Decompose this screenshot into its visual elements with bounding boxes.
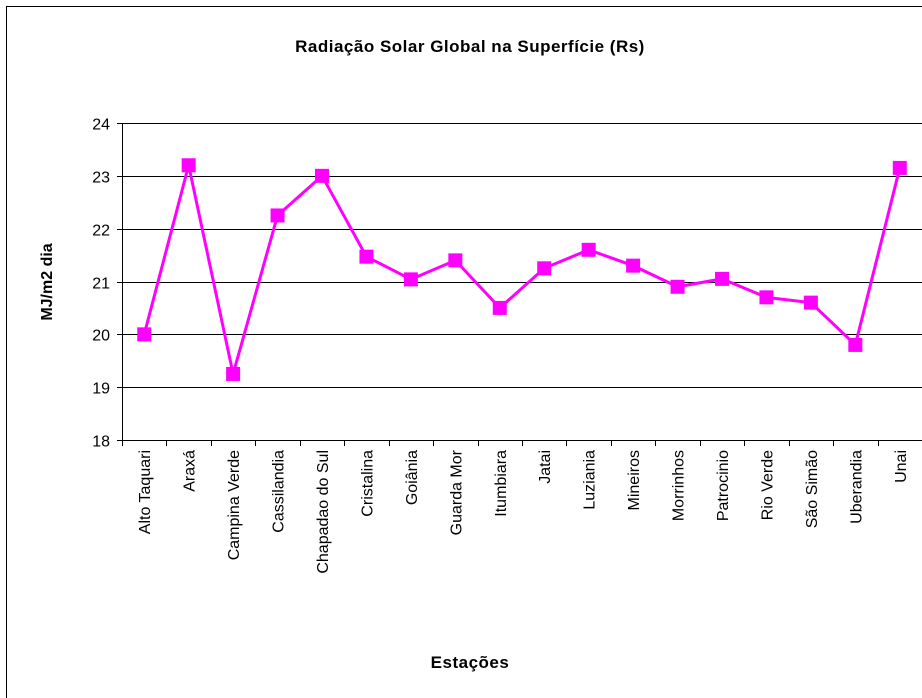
marker [670,279,685,294]
marker [626,258,641,273]
marker [403,272,418,287]
marker [803,295,818,310]
y-tick-label: 22 [92,223,110,240]
x-tick-label: Cassilandia [271,450,288,533]
x-tick-label: Alto Taquari [137,450,154,534]
x-tick-label: Jatai [537,450,554,484]
x-tick-label: Guarda Mor [448,449,465,535]
x-axis-label: Estações [431,653,510,672]
marker [315,168,329,183]
chart-border [6,6,922,698]
marker [848,337,863,352]
x-tick-label: Cristalina [359,450,376,517]
x-tick-label: Patrocinio [715,450,732,521]
y-tick-label: 18 [92,434,110,451]
x-tick-label: Luziania [582,450,599,510]
chart-title: Radiação Solar Global na Superfície (Rs) [295,37,645,56]
marker [715,271,729,286]
marker [270,208,285,223]
x-tick-label: Itumbiara [493,450,510,517]
marker [492,300,507,315]
x-tick-label: Rio Verde [759,450,776,520]
x-tick-label: São Simão [804,450,821,528]
y-tick-label: 20 [92,328,110,345]
y-tick-label: 19 [92,381,110,398]
y-tick-label: 24 [92,117,110,134]
y-tick-label: 23 [92,170,110,187]
marker [759,290,774,305]
marker [137,327,152,342]
x-tick-label: Morrinhos [671,450,688,521]
x-tick-label: Chapadao do Sul [315,450,332,574]
x-tick-label: Mineiros [626,450,643,510]
marker [892,160,907,175]
y-tick-label: 21 [92,276,110,293]
marker [448,253,463,268]
marker [581,242,596,257]
x-tick-label: Unai [893,450,910,483]
y-axis-label: MJ/m2 dia [39,243,56,320]
series-line [142,164,902,375]
marker [181,158,196,173]
marker [226,366,241,381]
marker [537,261,552,276]
x-tick-label: Araxá [182,450,199,492]
x-tick-label: Campina Verde [226,450,243,560]
x-tick-label: Goiânia [404,450,421,505]
marker [359,249,374,264]
x-tick-label: Uberandia [848,450,865,524]
